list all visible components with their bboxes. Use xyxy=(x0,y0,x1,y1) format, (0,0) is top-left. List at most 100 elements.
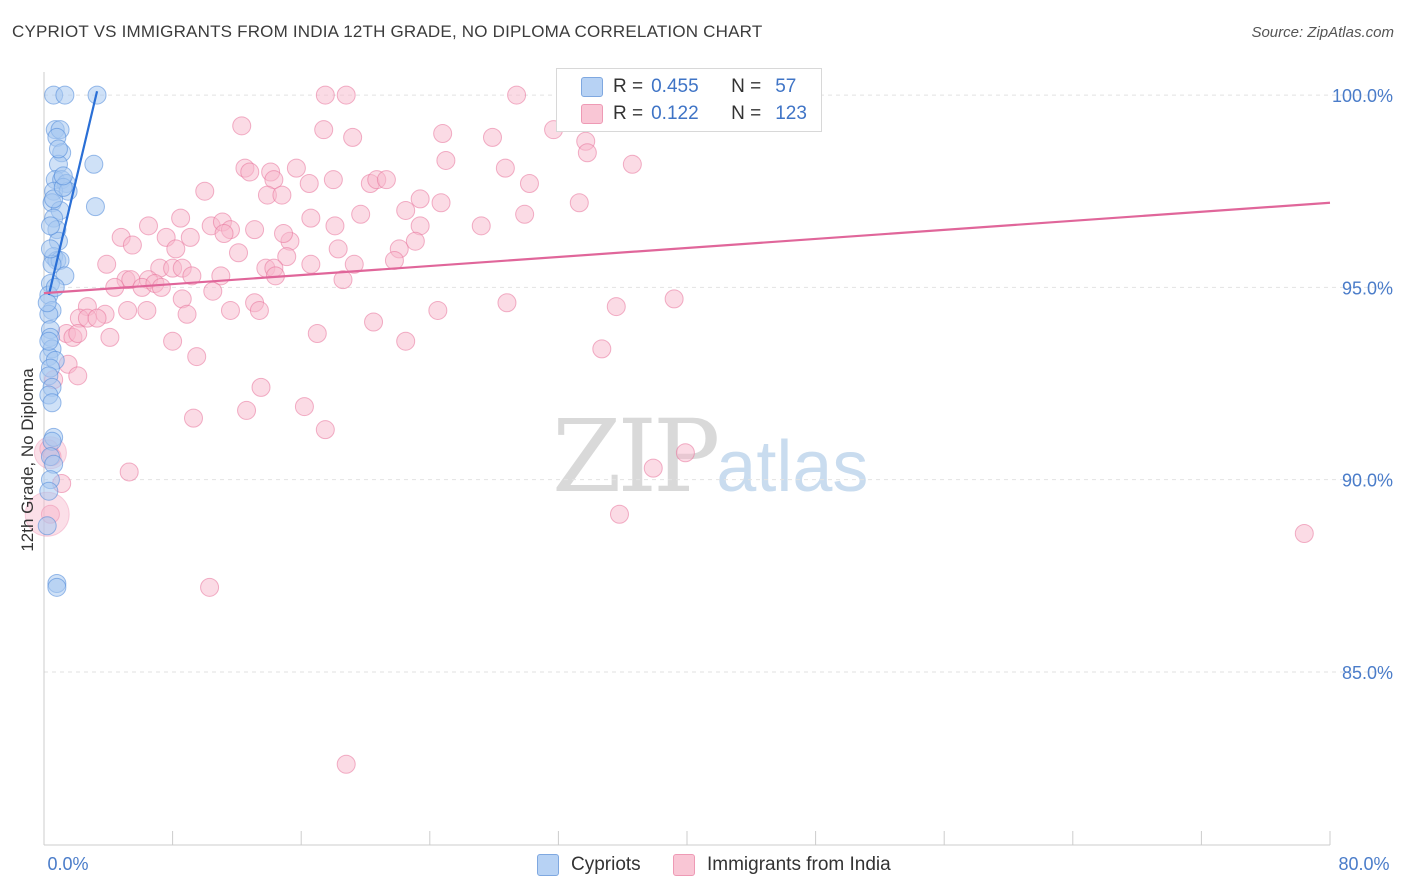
data-point-india xyxy=(431,193,451,213)
legend-label-cypriots: Cypriots xyxy=(571,854,641,875)
data-point-cypriots xyxy=(53,166,73,186)
data-point-india xyxy=(515,204,535,224)
data-point-india xyxy=(182,266,202,286)
data-point-india xyxy=(609,504,629,524)
data-point-india xyxy=(497,293,517,313)
data-point-cypriots xyxy=(39,331,59,351)
data-point-cypriots xyxy=(40,239,60,259)
data-point-india xyxy=(183,408,203,428)
stats-legend: R = 0.455 N = 57 R = 0.122 N = 123 xyxy=(556,68,822,132)
legend-n-label: N = xyxy=(731,103,762,124)
data-point-india xyxy=(396,331,416,351)
data-point-cypriots xyxy=(47,577,67,597)
data-point-india xyxy=(336,754,356,774)
data-point-india xyxy=(328,239,348,259)
data-point-india xyxy=(272,185,292,205)
data-point-india xyxy=(569,193,589,213)
data-point-india xyxy=(249,300,269,320)
data-point-india xyxy=(351,204,371,224)
data-point-india xyxy=(87,308,107,328)
y-tick-label: 100.0% xyxy=(1332,86,1393,106)
data-point-india xyxy=(180,227,200,247)
legend-r-label: R = xyxy=(613,103,644,124)
data-point-india xyxy=(177,304,197,324)
data-point-cypriots xyxy=(55,85,75,105)
data-point-india xyxy=(675,443,695,463)
trend-line-cypriots xyxy=(47,90,99,296)
data-point-india xyxy=(314,120,334,140)
legend-r-value: 0.455 xyxy=(651,76,699,97)
data-point-india xyxy=(301,254,321,274)
legend-n-value: 57 xyxy=(775,76,797,97)
data-point-india xyxy=(245,220,265,240)
data-point-india xyxy=(220,300,240,320)
data-point-india xyxy=(97,254,117,274)
data-point-india xyxy=(214,224,234,244)
data-point-cypriots xyxy=(48,139,68,159)
data-point-india xyxy=(119,462,139,482)
data-point-india xyxy=(203,281,223,301)
data-point-india xyxy=(405,231,425,251)
legend-n-label: N = xyxy=(731,76,762,97)
data-point-india xyxy=(396,200,416,220)
data-point-india xyxy=(482,127,502,147)
data-point-india xyxy=(519,174,539,194)
data-point-india xyxy=(301,208,321,228)
data-point-india xyxy=(294,397,314,417)
legend-item-india[interactable]: Immigrants from India xyxy=(673,852,891,878)
data-point-india xyxy=(286,158,306,178)
legend-label-india: Immigrants from India xyxy=(707,854,891,875)
axis-labels: 85.0% 90.0% 95.0% 100.0% 0.0% 80.0% 12th Grade… xyxy=(18,86,1393,874)
data-point-india xyxy=(333,270,353,290)
data-point-india xyxy=(68,324,88,344)
data-point-india xyxy=(118,300,138,320)
data-point-india xyxy=(122,235,142,255)
gridlines xyxy=(44,94,1394,673)
data-point-india xyxy=(138,216,158,236)
data-point-cypriots xyxy=(39,481,59,501)
data-point-india xyxy=(384,250,404,270)
legend-item-cypriots[interactable]: Cypriots xyxy=(537,852,641,878)
data-point-india xyxy=(315,420,335,440)
data-point-india xyxy=(436,150,456,170)
data-point-india xyxy=(187,347,207,367)
data-point-india xyxy=(277,247,297,267)
legend-r-label: R = xyxy=(613,76,644,97)
legend-row-cypriots: R = 0.455 N = 57 xyxy=(581,75,797,99)
data-point-india xyxy=(336,85,356,105)
data-point-india xyxy=(507,85,527,105)
data-point-india xyxy=(325,216,345,236)
data-point-india xyxy=(68,366,88,386)
data-point-india xyxy=(237,400,257,420)
data-point-india xyxy=(664,289,684,309)
x-tick-label: 80.0% xyxy=(1338,854,1389,874)
watermark: ZIPatlas xyxy=(552,398,868,515)
data-point-india xyxy=(171,208,191,228)
data-point-india xyxy=(200,577,220,597)
data-point-india xyxy=(240,162,260,182)
data-point-cypriots xyxy=(42,393,62,413)
source-label: Source: ZipAtlas.com xyxy=(1251,24,1394,41)
data-point-india xyxy=(163,331,183,351)
data-point-india xyxy=(428,300,448,320)
series-india-points xyxy=(24,85,1314,774)
trend-lines xyxy=(43,90,1331,296)
legend-swatch-cypriots xyxy=(537,854,559,876)
data-point-india xyxy=(232,116,252,136)
legend-swatch-cypriots xyxy=(581,77,603,97)
data-point-india xyxy=(606,297,626,317)
data-point-india xyxy=(364,312,384,332)
legend-swatch-india xyxy=(673,854,695,876)
data-point-cypriots xyxy=(37,516,57,536)
data-point-india xyxy=(151,277,171,297)
data-point-india xyxy=(100,327,120,347)
data-point-india xyxy=(344,254,364,274)
chart-title: CYPRIOT VS IMMIGRANTS FROM INDIA 12TH GR… xyxy=(12,22,763,41)
trend-line-india xyxy=(43,201,1331,295)
legend-swatch-india xyxy=(581,104,603,124)
data-point-india xyxy=(307,324,327,344)
data-point-india xyxy=(299,174,319,194)
data-point-india xyxy=(137,300,157,320)
y-axis-title: 12th Grade, No Diploma xyxy=(18,368,37,552)
y-tick-label: 95.0% xyxy=(1342,278,1393,298)
